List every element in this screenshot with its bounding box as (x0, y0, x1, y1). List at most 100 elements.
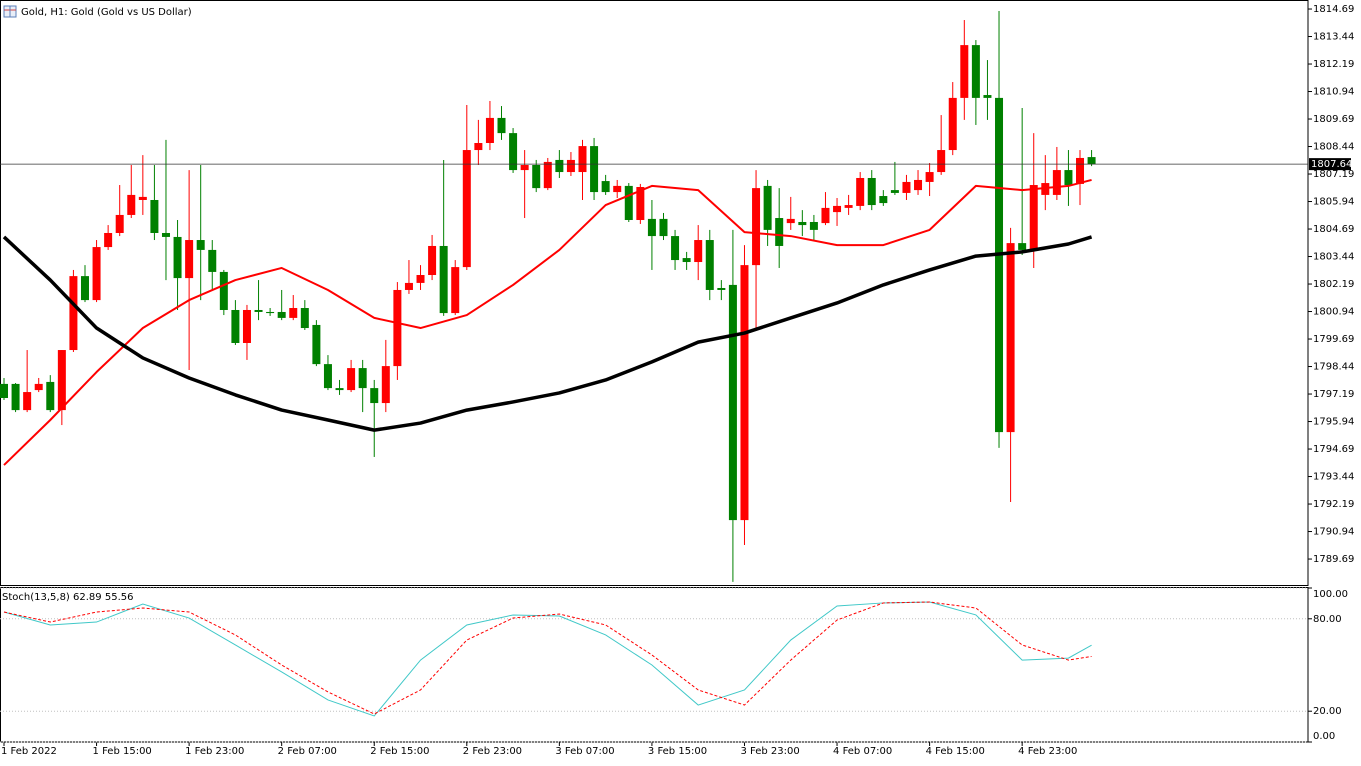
candle-body (543, 161, 552, 189)
candle-body (34, 383, 43, 391)
candle-body (890, 190, 899, 193)
y-tick-label: 1805.94 (1313, 197, 1354, 208)
candle-body (613, 185, 622, 193)
stoch-main-value: 62.89 (73, 592, 102, 603)
candle-body (300, 308, 309, 329)
candle-body (995, 97, 1004, 433)
candle-body (971, 45, 980, 98)
candle-body (335, 388, 344, 391)
candle-body (578, 146, 587, 173)
candle-body (451, 267, 460, 314)
y-tick-label: 1800.94 (1313, 307, 1354, 318)
moving-average (2, 235, 1093, 432)
candle-body (416, 275, 425, 283)
candle-body (555, 159, 564, 173)
candle-body (393, 289, 402, 367)
candle-body (289, 308, 298, 318)
stoch-line (3, 601, 1092, 715)
stoch-y-tick-label: 100.00 (1313, 589, 1348, 600)
y-tick-label: 1790.94 (1313, 527, 1354, 538)
candle-body (914, 179, 923, 191)
candle-body (323, 364, 332, 389)
y-tick-label: 1810.94 (1313, 87, 1354, 98)
x-tick-label: 3 Feb 23:00 (740, 746, 799, 757)
candle-body (1029, 185, 1038, 250)
candle-body (0, 383, 8, 398)
candle-body (844, 205, 853, 208)
y-tick-label: 1808.44 (1313, 142, 1354, 153)
candle-body (647, 218, 656, 237)
candle-body (219, 271, 228, 310)
stoch-panel (0, 587, 1309, 743)
candle-body (69, 276, 78, 351)
candle-body (462, 150, 471, 268)
candle-body (254, 309, 263, 312)
symbol-icon (3, 5, 17, 18)
candle-body (821, 207, 830, 224)
y-tick-label: 1793.44 (1313, 472, 1354, 483)
y-tick-label: 1812.19 (1313, 59, 1354, 70)
candle-body (1052, 170, 1061, 195)
y-tick-label: 1797.19 (1313, 389, 1354, 400)
candle-body (682, 258, 691, 263)
moving-average (3, 178, 1092, 466)
y-tick-label: 1804.69 (1313, 224, 1354, 235)
candle-body (960, 45, 969, 98)
candle-body (1018, 243, 1027, 250)
candle-body (312, 324, 321, 365)
candle-body (786, 218, 795, 224)
candle-body (763, 185, 772, 230)
x-tick-label: 2 Feb 23:00 (463, 746, 522, 757)
candle-body (728, 284, 737, 521)
candle-body (46, 381, 55, 411)
stoch-signal-value: 55.56 (105, 592, 134, 603)
candle-body (127, 194, 136, 215)
candle-body (717, 287, 726, 290)
candle-body (925, 172, 934, 182)
candle-body (1076, 157, 1085, 184)
x-tick-label: 2 Feb 07:00 (278, 746, 337, 757)
x-tick-label: 1 Feb 15:00 (93, 746, 152, 757)
candle-body (485, 117, 494, 144)
candle-body (636, 187, 645, 221)
stoch-y-tick-label: 80.00 (1313, 614, 1342, 625)
stoch-legend: Stoch(13,5,8) 62.89 55.56 (2, 592, 134, 603)
stoch-y-tick-label: 20.00 (1313, 706, 1342, 717)
candle-body (104, 232, 113, 248)
candle-body (775, 218, 784, 246)
candle-body (242, 309, 251, 343)
candle-body (80, 276, 89, 301)
candle-body (983, 95, 992, 98)
stoch-y-tick-label: 0.00 (1313, 731, 1335, 742)
chart-title: Gold, H1: Gold (Gold vs US Dollar) (21, 7, 192, 18)
candle-body (161, 232, 170, 237)
candle-body (798, 221, 807, 226)
y-tick-label: 1799.69 (1313, 334, 1354, 345)
y-tick-label: 1803.44 (1313, 252, 1354, 263)
candle-body (173, 236, 182, 279)
candle-body (902, 181, 911, 193)
candle-body (833, 205, 842, 213)
x-tick-label: 2 Feb 15:00 (370, 746, 429, 757)
candle-body (624, 185, 633, 221)
y-tick-label: 1813.44 (1313, 32, 1354, 43)
y-tick-label: 1814.69 (1313, 4, 1354, 15)
candle-body (601, 181, 610, 193)
candle-body (856, 177, 865, 206)
candle-body (381, 366, 390, 404)
candle-body (208, 249, 217, 272)
candle-body (231, 309, 240, 343)
candle-body (150, 199, 159, 233)
candle-body (879, 196, 888, 204)
candle-body (694, 240, 703, 263)
candle-body (937, 150, 946, 173)
x-tick-label: 4 Feb 23:00 (1018, 746, 1077, 757)
candle-body (196, 240, 205, 250)
x-tick-label: 3 Feb 07:00 (555, 746, 614, 757)
y-tick-label: 1807.19 (1313, 169, 1354, 180)
candle-body (404, 282, 413, 290)
x-tick-label: 3 Feb 15:00 (648, 746, 707, 757)
candle-body (705, 240, 714, 290)
candle-body (948, 97, 957, 151)
